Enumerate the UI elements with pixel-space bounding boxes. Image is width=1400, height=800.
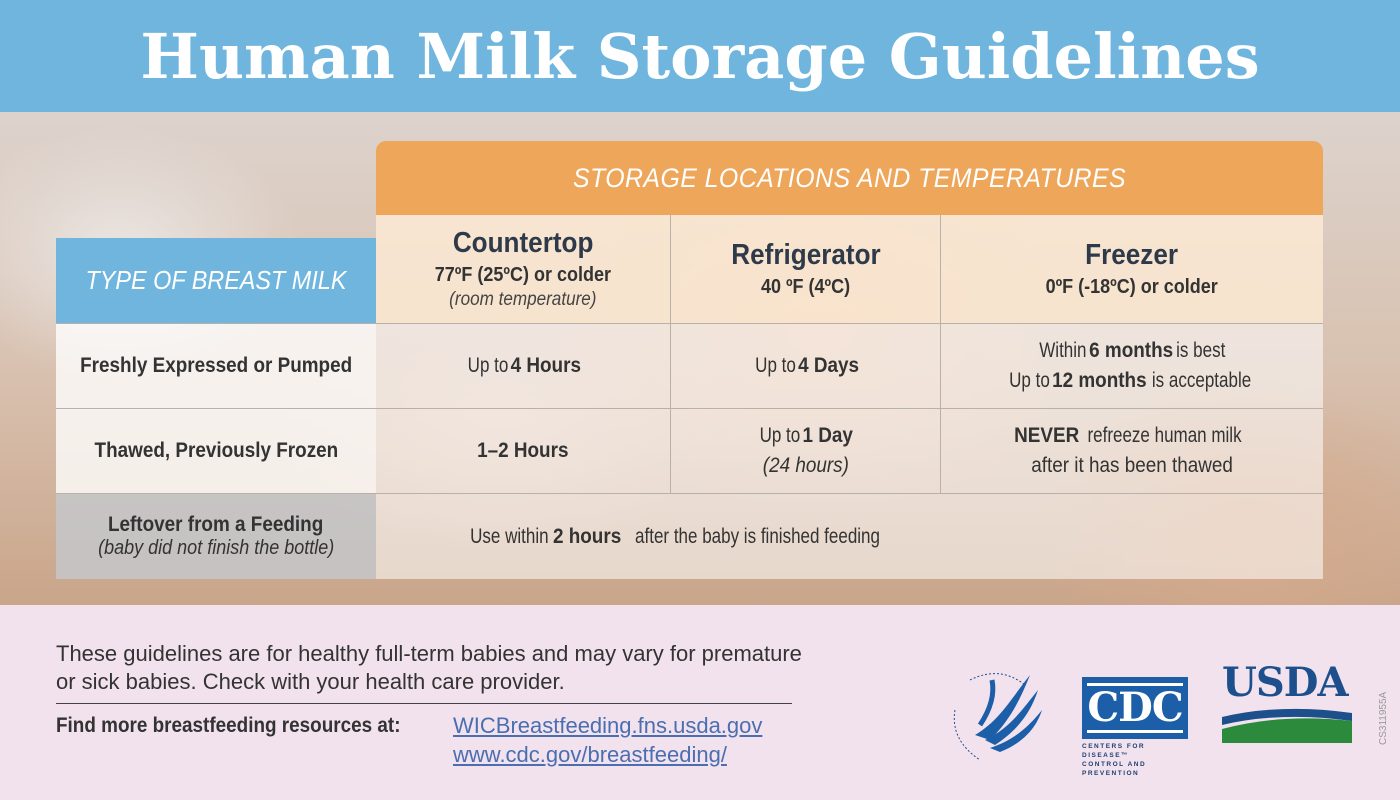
hhs-seal-logo — [930, 640, 1060, 770]
text: refreeze human milk — [1087, 424, 1242, 447]
fresh-freezer-line1: Within 6 months is best — [1036, 336, 1227, 366]
row-label-leftover-note: (baby did not finish the bottle) — [97, 537, 335, 559]
type-header: TYPE OF BREAST MILK — [56, 238, 376, 323]
row-label-leftover-text: Leftover from a Feeding — [108, 513, 324, 536]
bold-text: 12 months — [1052, 369, 1147, 392]
storage-header-label: STORAGE LOCATIONS AND TEMPERATURES — [572, 162, 1127, 193]
thawed-refrigerator-value: Up to 1 Day — [758, 421, 854, 451]
text: Up to — [754, 354, 796, 377]
cdc-logo-box: CDC — [1082, 677, 1188, 739]
refrigerator-temp: 40 ºF (4ºC) — [760, 276, 851, 298]
fresh-refrigerator-value: Up to 4 Days — [752, 351, 859, 381]
text: Within — [1039, 339, 1087, 362]
leftover-value: Use within 2 hours after the baby is fin… — [466, 522, 894, 552]
countertop-title: Countertop — [452, 227, 594, 259]
document-code: CS311955A — [1378, 691, 1389, 745]
page-title: Human Milk Storage Guidelines — [140, 19, 1260, 93]
freezer-header: Freezer 0ºF (-18ºC) or colder — [941, 215, 1323, 323]
cdc-logo-text: CDC — [1087, 683, 1184, 733]
refrigerator-header: Refrigerator 40 ºF (4ºC) — [671, 215, 941, 323]
cdc-logo: CDC CENTERS FOR DISEASE™ CONTROL AND PRE… — [1082, 677, 1190, 777]
thawed-refrigerator-note: (24 hours) — [762, 454, 849, 477]
fresh-refrigerator: Up to 4 Days — [671, 323, 941, 408]
row-label-thawed-text: Thawed, Previously Frozen — [94, 439, 338, 462]
storage-header: STORAGE LOCATIONS AND TEMPERATURES — [376, 141, 1323, 215]
bold-text: NEVER — [1013, 424, 1079, 447]
row-label-fresh: Freshly Expressed or Pumped — [56, 323, 376, 408]
fresh-freezer: Within 6 months is best Up to 12 months … — [941, 323, 1323, 408]
thawed-freezer-line2: after it has been thawed — [1031, 454, 1233, 477]
text: Up to — [1009, 369, 1050, 392]
row-label-thawed: Thawed, Previously Frozen — [56, 408, 376, 493]
text: after the baby is finished feeding — [634, 524, 880, 548]
countertop-temp: 77ºF (25ºC) or colder — [434, 264, 612, 286]
fresh-countertop-value: Up to 4 Hours — [465, 351, 581, 381]
row-label-fresh-text: Freshly Expressed or Pumped — [79, 354, 353, 377]
usda-logo-landscape — [1222, 708, 1352, 743]
thawed-refrigerator: Up to 1 Day (24 hours) — [671, 408, 941, 493]
cdc-link[interactable]: www.cdc.gov/breastfeeding/ — [453, 742, 727, 767]
countertop-note: (room temperature) — [449, 289, 597, 310]
text: Up to — [467, 354, 509, 377]
fresh-countertop: Up to 4 Hours — [376, 323, 671, 408]
usda-logo-text: USDA — [1222, 659, 1349, 706]
bold-text: 2 hours — [552, 524, 622, 548]
cdc-logo-sub2: CONTROL AND PREVENTION — [1082, 761, 1147, 777]
text: Use within — [470, 524, 549, 548]
bold-text: 1 Day — [802, 424, 854, 447]
refrigerator-title: Refrigerator — [730, 239, 881, 271]
leftover-value-cell: Use within 2 hours after the baby is fin… — [376, 493, 1323, 579]
row-label-leftover: Leftover from a Feeding (baby did not fi… — [56, 493, 376, 579]
freezer-title: Freezer — [1085, 239, 1179, 271]
bold-text: 4 Days — [797, 354, 859, 377]
text: Up to — [759, 424, 801, 447]
thawed-countertop: 1–2 Hours — [376, 408, 671, 493]
footer-note: These guidelines are for healthy full-te… — [56, 641, 802, 694]
type-header-label: TYPE OF BREAST MILK — [85, 265, 347, 295]
cdc-logo-sub1: CENTERS FOR DISEASE™ — [1082, 743, 1146, 759]
thawed-freezer: NEVER refreeze human milk after it has b… — [941, 408, 1323, 493]
text: is best — [1175, 339, 1225, 362]
countertop-header: Countertop 77ºF (25ºC) or colder (room t… — [376, 215, 671, 323]
bold-text: 1–2 Hours — [477, 439, 569, 462]
thawed-freezer-line1: NEVER refreeze human milk — [1014, 421, 1250, 451]
thawed-countertop-value: 1–2 Hours — [477, 436, 568, 466]
find-resources-label: Find more breastfeeding resources at: — [56, 714, 401, 737]
title-banner: Human Milk Storage Guidelines — [0, 0, 1400, 112]
footer-divider — [56, 703, 792, 704]
text: is acceptable — [1152, 369, 1252, 392]
wic-link[interactable]: WICBreastfeeding.fns.usda.gov — [453, 713, 763, 738]
fresh-freezer-line2: Up to 12 months is acceptable — [1007, 366, 1257, 396]
bold-text: 6 months — [1088, 339, 1173, 362]
freezer-temp: 0ºF (-18ºC) or colder — [1045, 276, 1219, 298]
usda-logo: USDA — [1222, 663, 1352, 743]
bold-text: 4 Hours — [510, 354, 581, 377]
